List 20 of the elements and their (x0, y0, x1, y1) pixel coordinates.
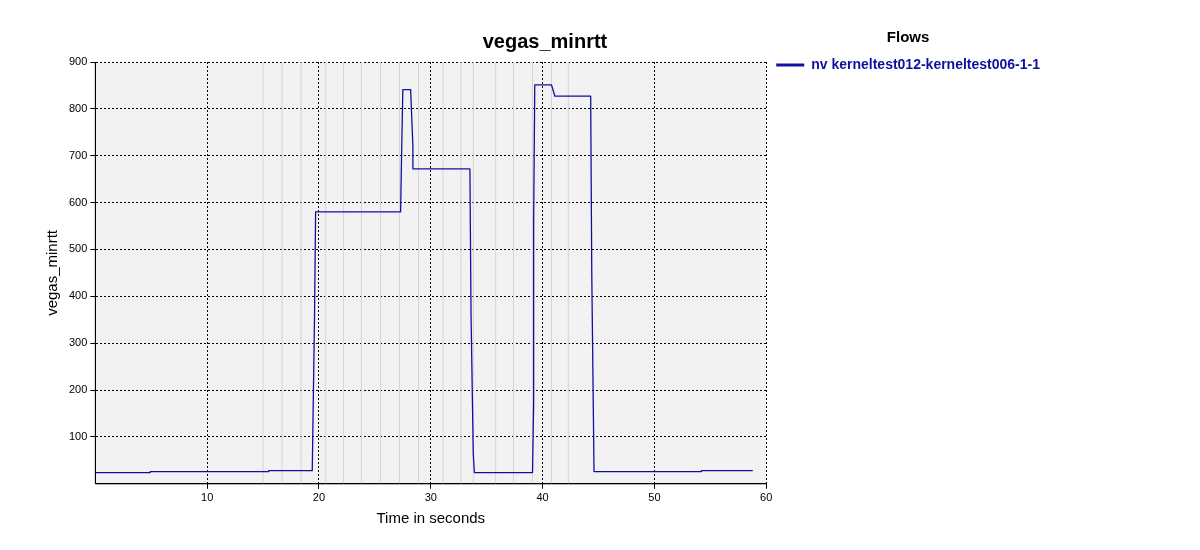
x-tick-label: 50 (648, 491, 661, 504)
y-tick-label: 500 (68, 242, 88, 255)
y-tick-label: 200 (68, 383, 88, 396)
x-tick-label: 60 (760, 491, 773, 504)
y-axis-title: vegas_minrtt (43, 229, 61, 316)
y-tick-label: 100 (68, 429, 88, 442)
chart-title: vegas_minrtt (482, 29, 608, 52)
x-tick-label: 40 (536, 491, 549, 504)
y-tick-label: 400 (68, 289, 88, 302)
legend-label: nv kerneltest012-kerneltest006-1-1 (811, 55, 1041, 72)
y-tick-label: 800 (68, 101, 88, 114)
y-tick-label: 900 (68, 55, 88, 68)
y-tick-label: 600 (68, 195, 88, 208)
x-tick-label: 20 (312, 491, 326, 504)
x-axis-title: Time in seconds (376, 509, 486, 527)
legend-title: Flows (886, 27, 930, 45)
y-tick-label: 700 (68, 148, 88, 161)
x-tick-label: 10 (201, 491, 214, 504)
x-tick-label: 30 (424, 491, 437, 504)
y-tick-label: 300 (68, 336, 88, 349)
